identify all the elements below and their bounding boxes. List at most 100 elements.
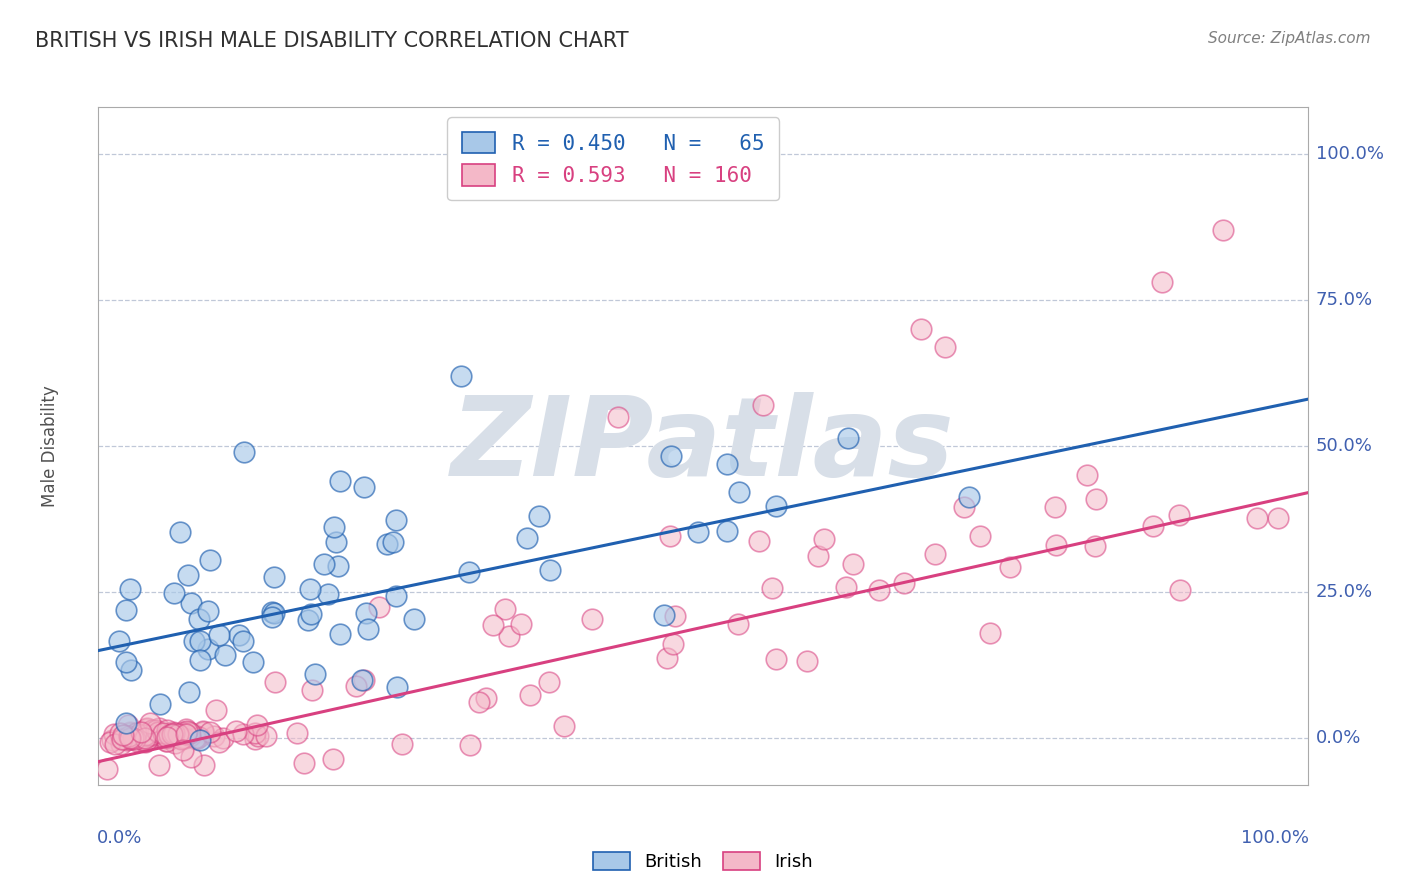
Point [160, 727, 183, 741]
Point [148, 721, 170, 735]
Point [607, 409, 630, 424]
Point [170, 731, 193, 746]
Point [174, 731, 197, 745]
Point [868, 583, 890, 598]
Point [197, 642, 219, 657]
Point [110, 732, 132, 747]
Point [354, 607, 377, 621]
Point [385, 589, 408, 603]
Point [143, 730, 166, 744]
Point [170, 731, 193, 745]
Point [149, 697, 172, 711]
Point [659, 450, 682, 464]
Point [174, 727, 197, 741]
Point [1168, 583, 1191, 598]
Point [316, 587, 339, 601]
Point [184, 731, 207, 746]
Point [172, 742, 194, 756]
Point [120, 663, 142, 677]
Point [482, 617, 505, 632]
Point [98, 735, 121, 749]
Point [172, 725, 194, 739]
Point [134, 731, 156, 745]
Point [157, 726, 180, 740]
Point [924, 547, 946, 561]
Point [179, 729, 201, 743]
Point [727, 616, 749, 631]
Point [910, 322, 932, 336]
Point [329, 627, 352, 641]
Point [807, 549, 830, 564]
Point [104, 737, 127, 751]
Point [174, 725, 197, 739]
Point [165, 736, 187, 750]
Point [145, 727, 167, 741]
Point [125, 733, 148, 747]
Point [120, 731, 142, 746]
Point [129, 731, 152, 745]
Legend: R = 0.450   N =   65, R = 0.593   N = 160: R = 0.450 N = 65, R = 0.593 N = 160 [447, 118, 779, 201]
Point [402, 612, 425, 626]
Point [141, 723, 163, 737]
Point [108, 726, 131, 740]
Point [728, 484, 751, 499]
Point [765, 651, 787, 665]
Point [184, 731, 207, 746]
Point [176, 722, 198, 736]
Point [114, 656, 136, 670]
Point [468, 695, 491, 709]
Point [96, 762, 118, 776]
Point [138, 725, 160, 739]
Point [375, 537, 398, 551]
Point [179, 685, 201, 699]
Point [314, 557, 336, 571]
Point [228, 627, 250, 641]
Point [139, 728, 162, 742]
Point [581, 612, 603, 626]
Point [301, 682, 323, 697]
Point [135, 723, 157, 737]
Point [156, 723, 179, 738]
Point [225, 723, 247, 738]
Point [129, 725, 152, 739]
Point [246, 718, 269, 732]
Point [246, 730, 269, 744]
Point [835, 580, 858, 594]
Point [176, 568, 198, 582]
Point [115, 716, 138, 731]
Point [200, 553, 222, 567]
Text: 50.0%: 50.0% [1316, 437, 1372, 455]
Text: ZIPatlas: ZIPatlas [451, 392, 955, 500]
Text: Male Disability: Male Disability [41, 385, 59, 507]
Legend: British, Irish: British, Irish [586, 845, 820, 879]
Point [1267, 510, 1289, 524]
Point [385, 680, 408, 694]
Point [117, 718, 139, 732]
Point [169, 524, 191, 539]
Point [208, 628, 231, 642]
Point [163, 726, 186, 740]
Point [188, 653, 211, 667]
Text: 75.0%: 75.0% [1316, 291, 1374, 309]
Text: 0.0%: 0.0% [97, 829, 142, 847]
Point [115, 732, 138, 747]
Point [299, 607, 322, 622]
Point [176, 723, 198, 738]
Point [120, 731, 142, 746]
Point [287, 726, 309, 740]
Point [136, 729, 159, 743]
Point [322, 520, 344, 534]
Point [1212, 223, 1234, 237]
Point [934, 340, 956, 354]
Point [458, 566, 481, 580]
Point [752, 398, 775, 412]
Point [264, 675, 287, 690]
Point [325, 534, 347, 549]
Point [304, 667, 326, 681]
Point [391, 737, 413, 751]
Point [232, 727, 254, 741]
Point [893, 576, 915, 591]
Point [157, 727, 180, 741]
Point [655, 651, 678, 665]
Point [292, 756, 315, 770]
